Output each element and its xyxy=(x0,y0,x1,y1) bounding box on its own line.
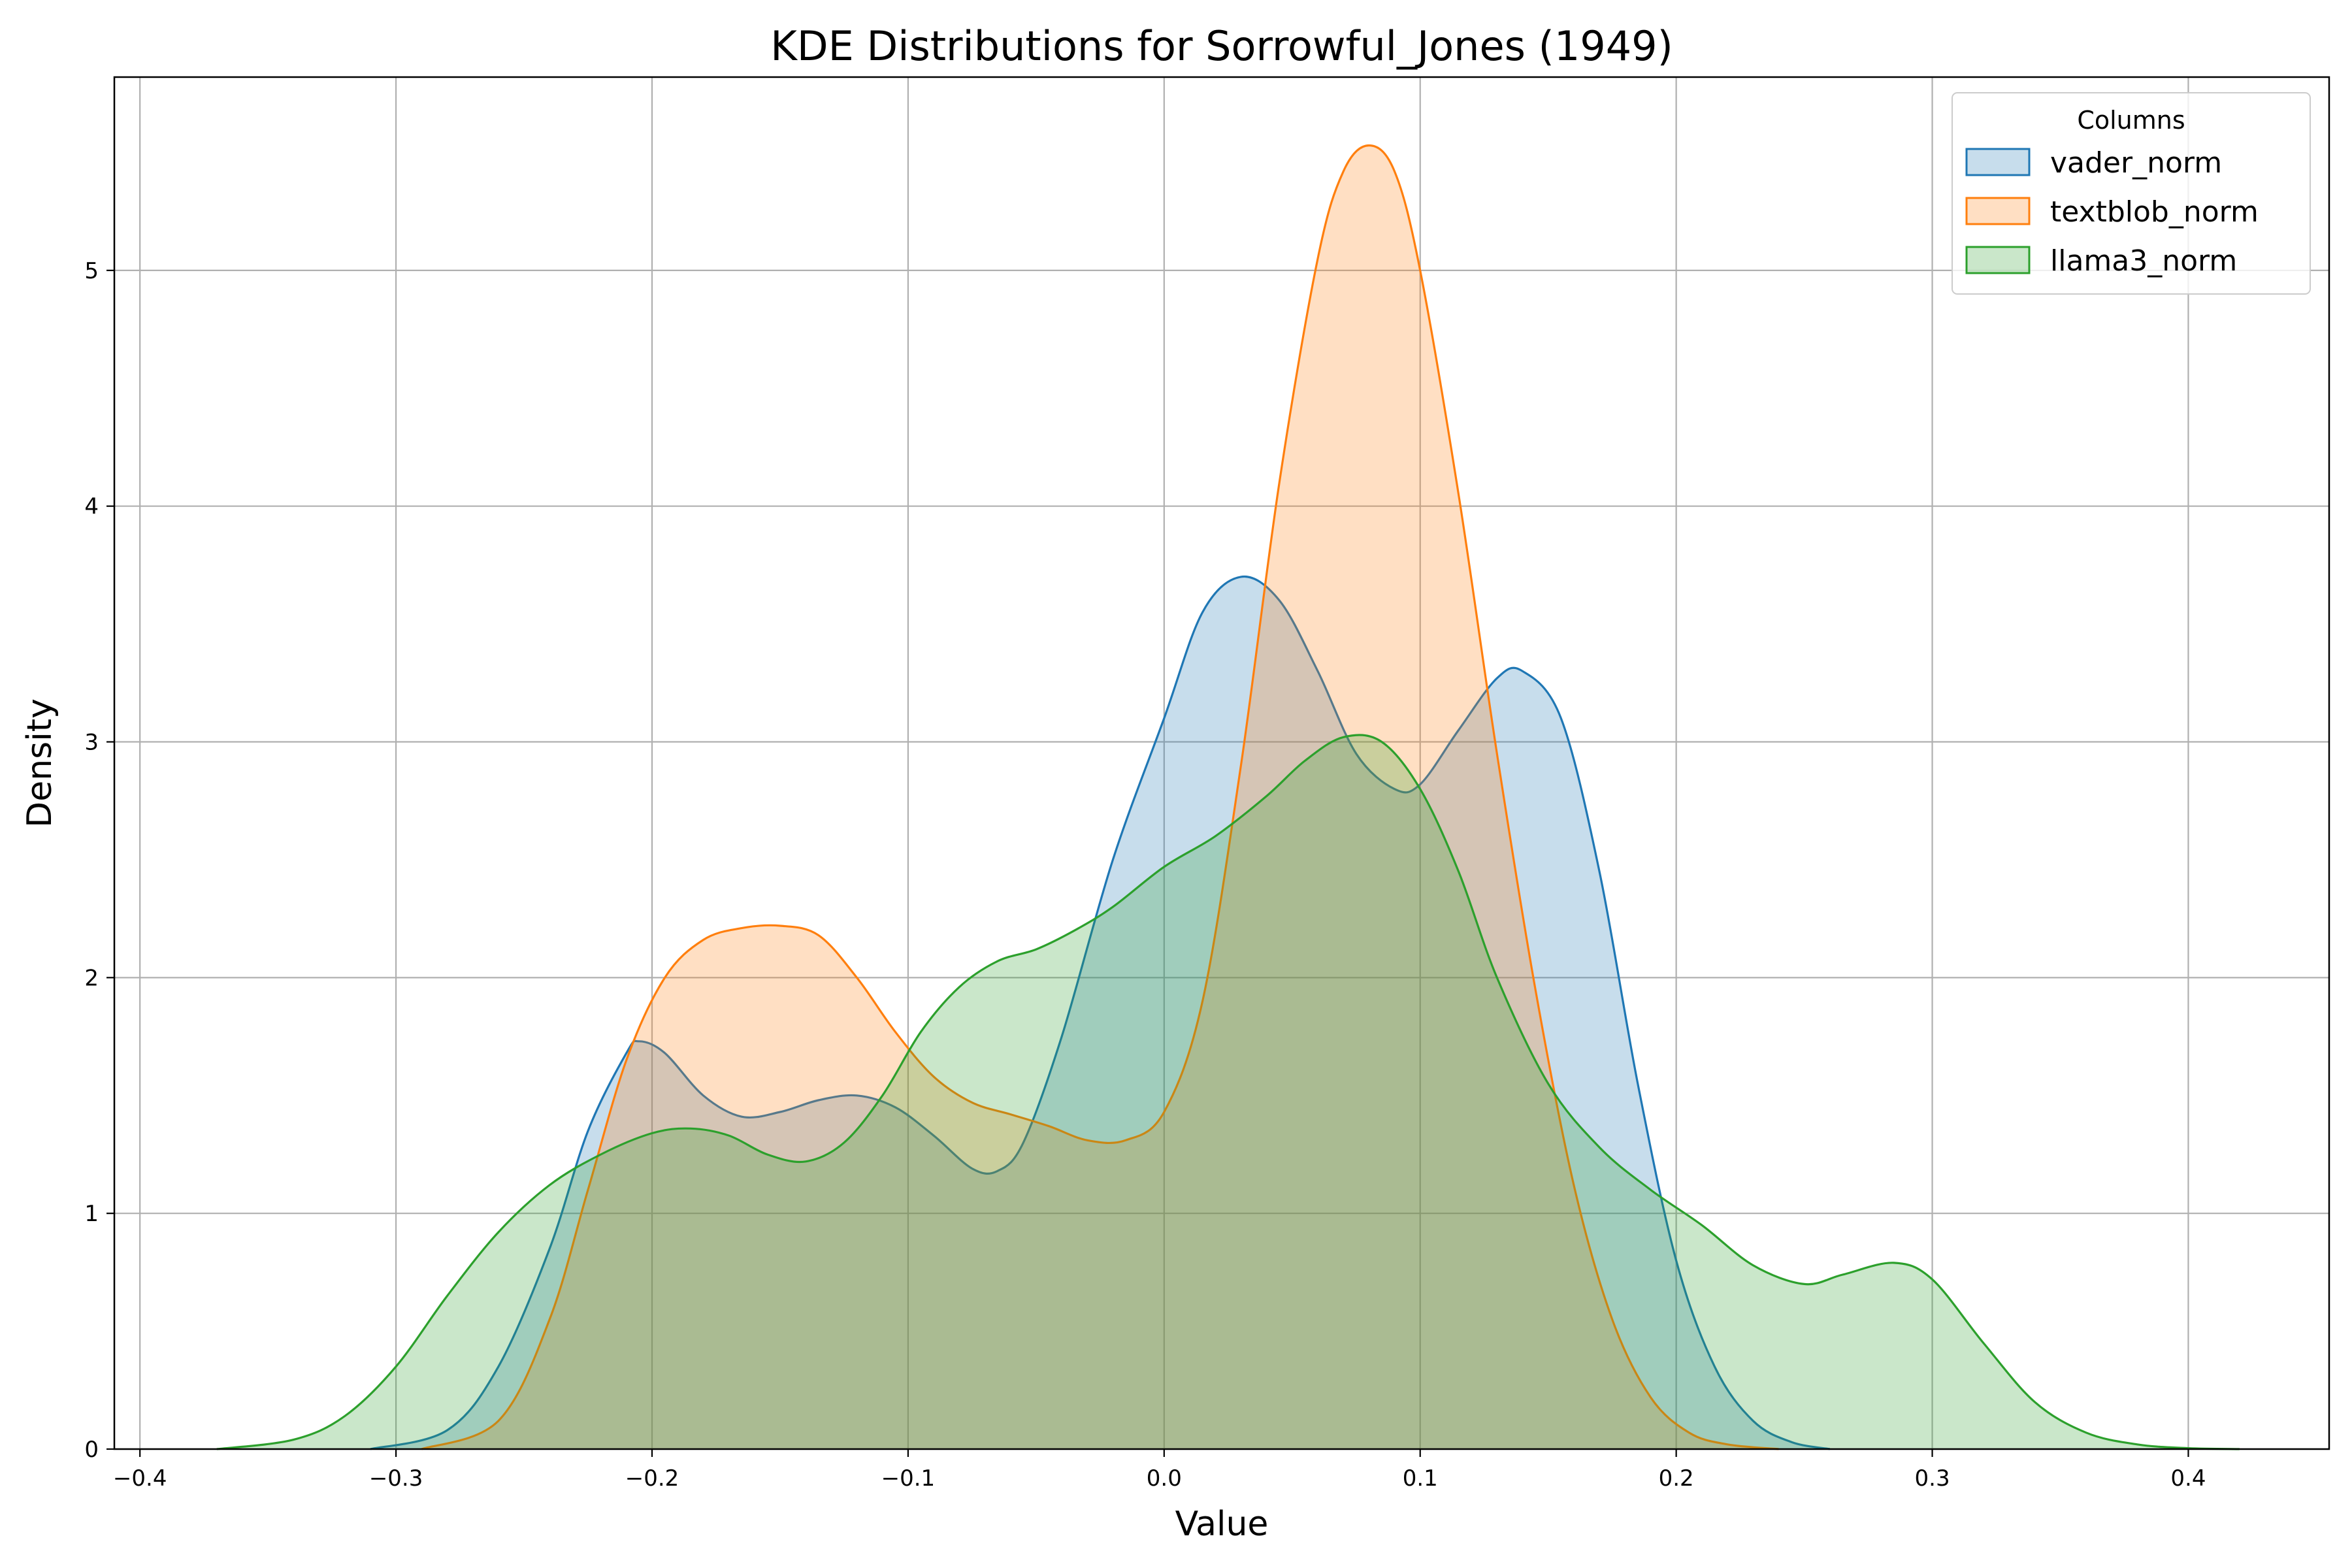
x-tick-label: −0.1 xyxy=(881,1465,936,1492)
y-tick-label: 4 xyxy=(84,494,99,520)
legend: Columns vader_norm textblob_norm llama3_no… xyxy=(1952,92,2311,295)
legend-swatch-llama3_norm xyxy=(1965,246,2031,274)
legend-title: Columns xyxy=(2077,106,2185,135)
kde-area-llama3_norm xyxy=(216,734,2240,1449)
y-axis-title: Density xyxy=(20,698,59,828)
y-tick-label: 0 xyxy=(84,1437,99,1463)
chart-title: KDE Distributions for Sorrowful_Jones (1… xyxy=(770,22,1673,70)
x-tick-label: 0.2 xyxy=(1659,1465,1694,1492)
plot-frame xyxy=(113,76,2330,1450)
legend-swatch-textblob_norm xyxy=(1965,197,2031,225)
legend-box xyxy=(1952,92,2311,295)
x-tick-label: 0.4 xyxy=(2170,1465,2206,1492)
x-tick-label: 0.3 xyxy=(1915,1465,1950,1492)
x-tick-label: −0.4 xyxy=(113,1465,167,1492)
series-areas xyxy=(216,144,2240,1450)
y-tick-label: 5 xyxy=(84,258,99,284)
y-tick-label: 2 xyxy=(84,965,99,991)
legend-label-llama3_norm: llama3_norm xyxy=(2050,244,2237,278)
y-tick-label: 1 xyxy=(84,1201,99,1227)
kde-line-textblob_norm xyxy=(421,144,1779,1450)
kde-line-llama3_norm xyxy=(216,734,2240,1450)
kde-line-vader_norm xyxy=(370,575,1831,1450)
x-axis-title: Value xyxy=(1175,1505,1269,1544)
legend-label-textblob_norm: textblob_norm xyxy=(2050,195,2259,229)
kde-area-textblob_norm xyxy=(421,145,1779,1450)
legend-swatch-vader_norm xyxy=(1965,148,2031,176)
y-tick-label: 3 xyxy=(84,730,99,756)
axis-ticks: −0.4 −0.3 −0.2 −0.1 0.0 0.1 0.2 0.3 0.4 0 1 2 3 4 5 xyxy=(84,258,2206,1492)
x-tick-label: −0.3 xyxy=(369,1465,423,1492)
x-tick-label: 0.0 xyxy=(1147,1465,1182,1492)
x-tick-label: −0.2 xyxy=(625,1465,679,1492)
x-tick-label: 0.1 xyxy=(1403,1465,1438,1492)
legend-label-vader_norm: vader_norm xyxy=(2050,146,2222,180)
kde-area-vader_norm xyxy=(370,576,1830,1449)
